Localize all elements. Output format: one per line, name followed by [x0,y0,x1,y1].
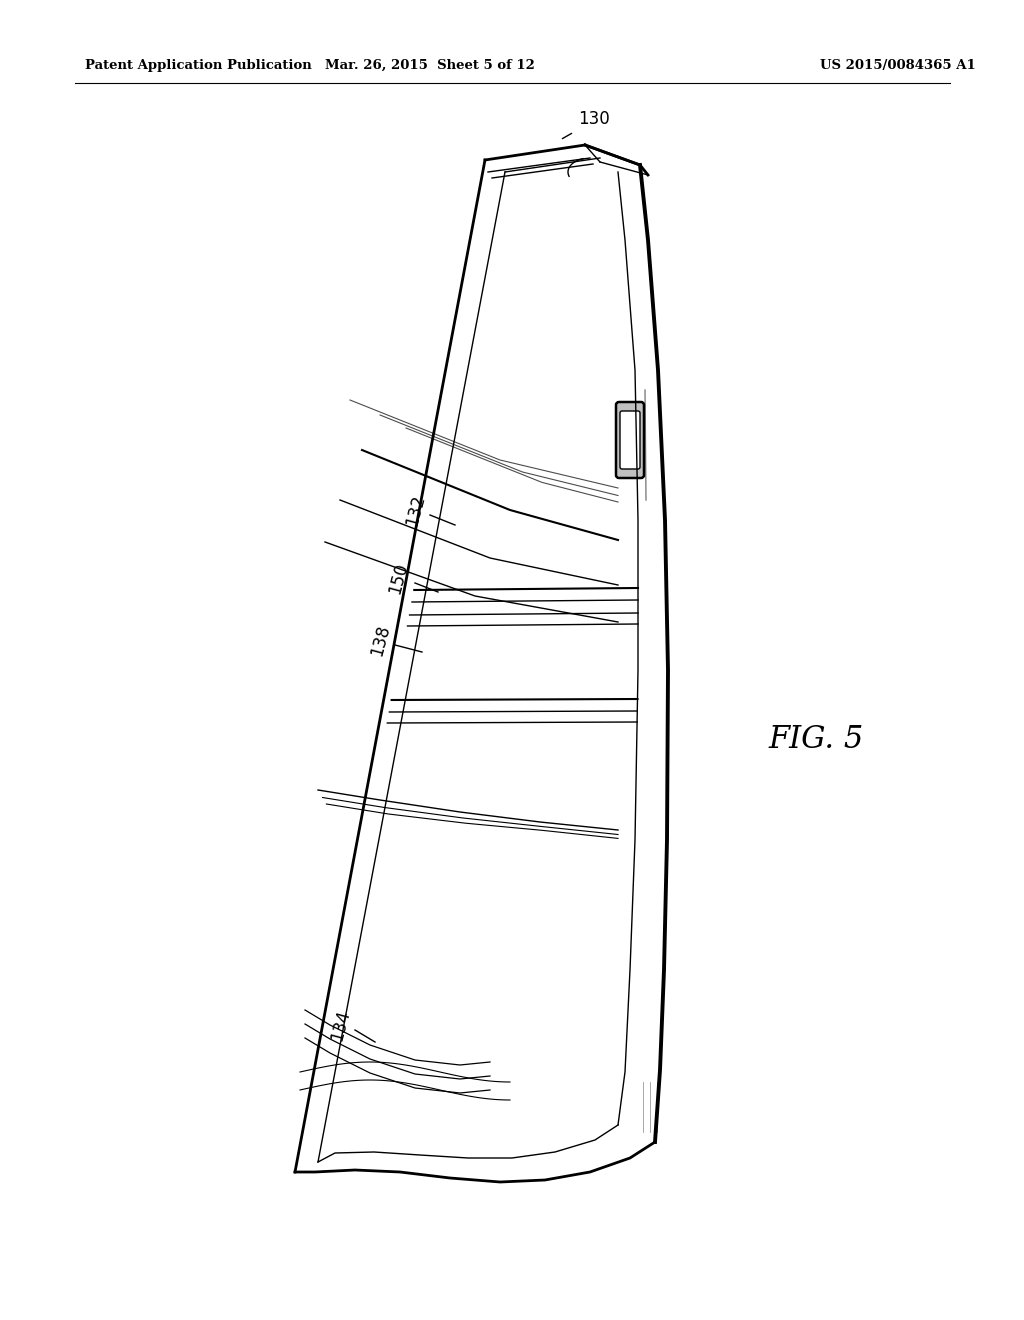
Text: 130: 130 [578,110,609,128]
Text: Patent Application Publication: Patent Application Publication [85,59,311,73]
Text: FIG. 5: FIG. 5 [768,723,863,755]
Text: 138: 138 [368,622,393,657]
Text: Mar. 26, 2015  Sheet 5 of 12: Mar. 26, 2015 Sheet 5 of 12 [325,59,535,73]
FancyBboxPatch shape [616,403,644,478]
Text: 150: 150 [385,561,411,595]
Text: 132: 132 [402,492,428,528]
Text: 134: 134 [328,1007,353,1043]
FancyBboxPatch shape [620,411,640,469]
Text: US 2015/0084365 A1: US 2015/0084365 A1 [820,59,976,73]
